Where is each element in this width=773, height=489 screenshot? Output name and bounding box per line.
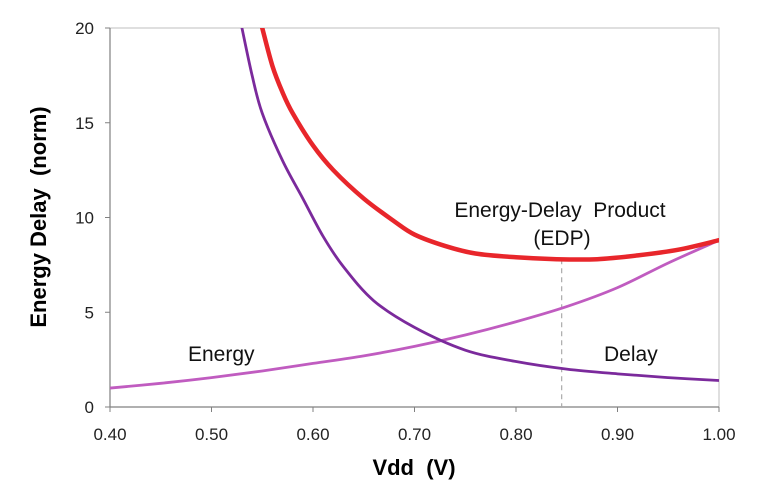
edp-label-line2: (EDP): [533, 227, 590, 250]
energy-label: Energy: [188, 343, 255, 366]
y-axis-title: Energy Delay (norm): [26, 106, 51, 327]
x-axis-title: Vdd (V): [372, 455, 455, 480]
y-tick-label: 15: [75, 114, 94, 133]
delay-label: Delay: [604, 343, 658, 366]
x-tick-label: 0.90: [601, 425, 634, 444]
y-tick-label: 20: [75, 19, 94, 38]
x-tick-label: 0.70: [398, 425, 431, 444]
y-tick-label: 10: [75, 209, 94, 228]
x-tick-label: 0.50: [195, 425, 228, 444]
series-group: [110, 28, 719, 390]
delay-series-line: [240, 28, 719, 382]
x-tick-label: 0.60: [296, 425, 329, 444]
y-tick-group: 0 5 10 15 20: [75, 19, 110, 417]
edp-series-line: [260, 28, 719, 262]
edp-label-line1: Energy-Delay Product: [454, 199, 665, 222]
y-tick-label: 5: [85, 303, 94, 322]
x-tick-label: 1.00: [702, 425, 735, 444]
energy-series-line: [110, 238, 719, 390]
x-tick-label: 0.40: [93, 425, 126, 444]
x-tick-label: 0.80: [499, 425, 532, 444]
y-tick-label: 0: [85, 398, 94, 417]
x-tick-group: 0.40 0.50 0.60 0.70 0.80 0.90 1.00: [93, 407, 736, 444]
